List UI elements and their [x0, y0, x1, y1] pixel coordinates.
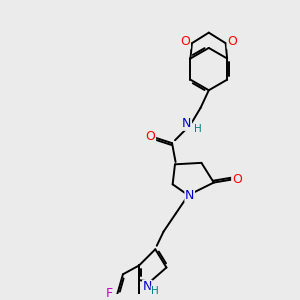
Text: F: F	[105, 287, 112, 300]
Text: O: O	[232, 173, 242, 186]
Text: O: O	[181, 35, 190, 48]
Text: N: N	[182, 117, 191, 130]
Text: N: N	[185, 189, 194, 202]
Text: O: O	[227, 35, 237, 48]
Text: O: O	[146, 130, 155, 143]
Text: H: H	[194, 124, 202, 134]
Text: H: H	[151, 286, 159, 296]
Text: N: N	[143, 280, 152, 293]
